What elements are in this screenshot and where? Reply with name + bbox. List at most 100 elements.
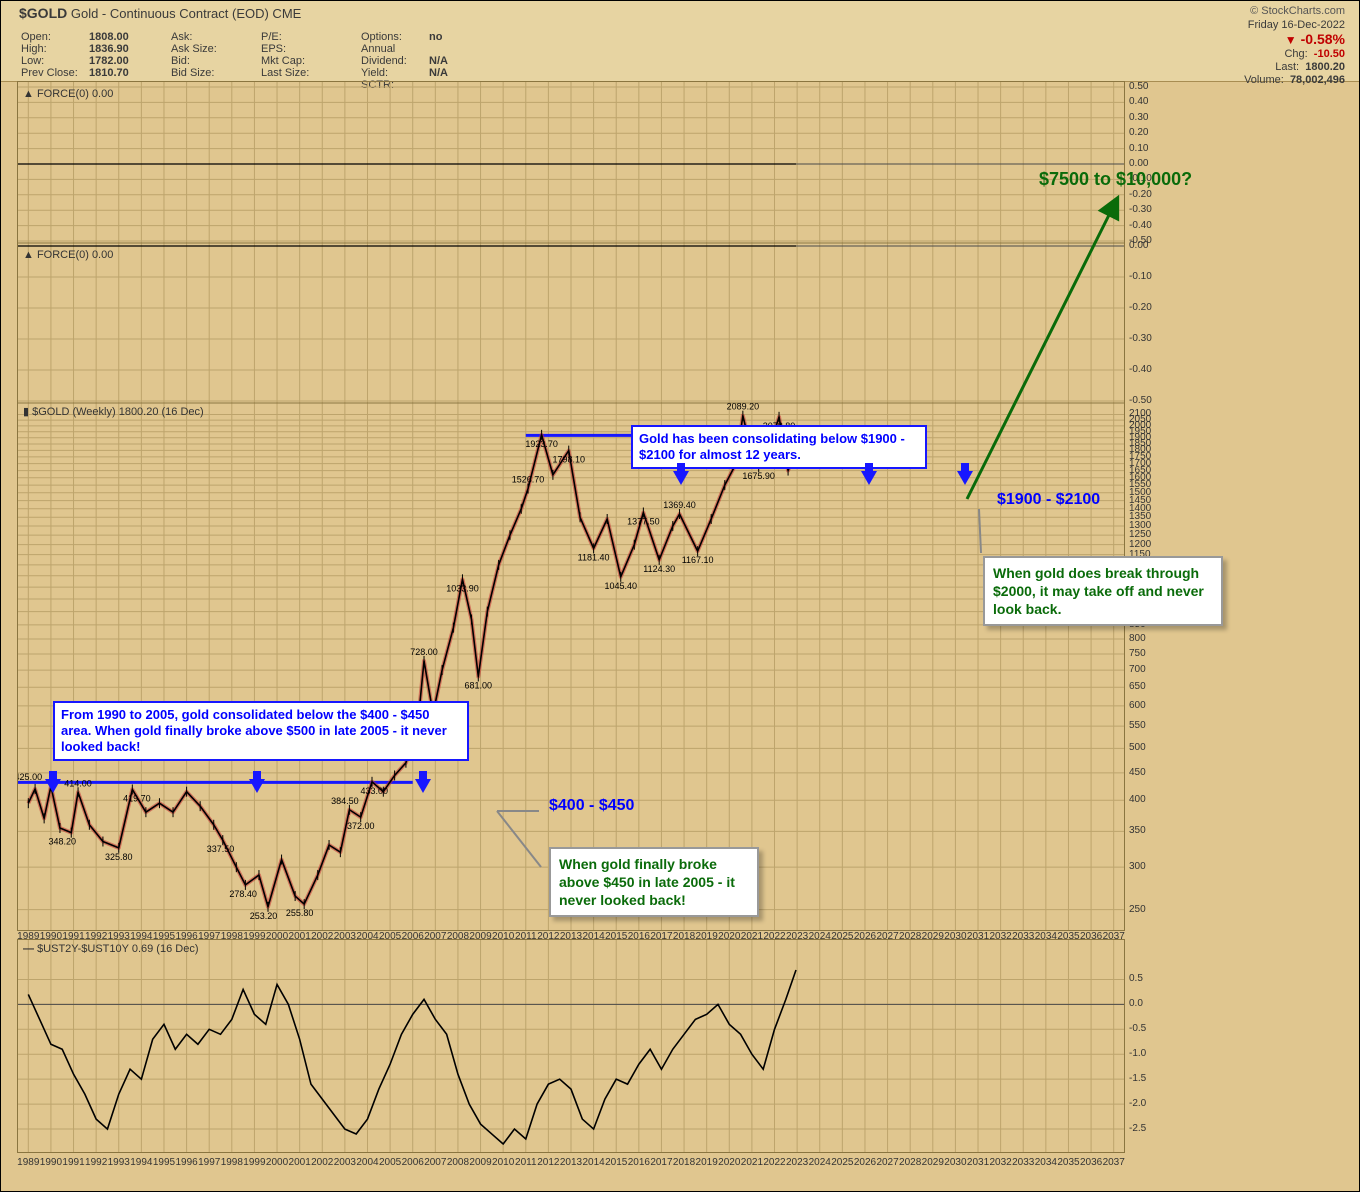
svg-text:325.80: 325.80 — [105, 852, 133, 862]
x-tick: 1995 — [153, 1157, 175, 1168]
x-tick: 2022 — [763, 1157, 785, 1168]
x-tick: 2010 — [492, 1157, 514, 1168]
x-tick: 2026 — [854, 1157, 876, 1168]
y-tick: 0.10 — [1129, 143, 1148, 154]
svg-text:384.50: 384.50 — [331, 796, 359, 806]
x-tick: 2016 — [628, 1157, 650, 1168]
svg-text:253.20: 253.20 — [250, 911, 278, 921]
y-tick: -0.50 — [1129, 395, 1152, 406]
date: Friday 16-Dec-2022 — [1248, 19, 1345, 31]
y-tick: -0.40 — [1129, 220, 1152, 231]
spread-svg — [17, 939, 1125, 1153]
header: $GOLD Gold - Continuous Contract (EOD) C… — [1, 1, 1359, 82]
x-tick: 2000 — [266, 1157, 288, 1168]
x-tick: 2007 — [424, 1157, 446, 1168]
x-tick: 1993 — [108, 1157, 130, 1168]
x-tick: 2023 — [786, 1157, 808, 1168]
x-tick: 2017 — [650, 1157, 672, 1168]
y-tick: -1.0 — [1129, 1048, 1146, 1059]
x-tick: 2025 — [831, 1157, 853, 1168]
x-tick: 2015 — [605, 1157, 627, 1168]
y-tick: 600 — [1129, 700, 1146, 711]
y-tick: 0.00 — [1129, 158, 1148, 169]
anno-green-late: When gold does break through $2000, it m… — [983, 556, 1223, 626]
x-tick: 2003 — [334, 1157, 356, 1168]
svg-text:1181.40: 1181.40 — [578, 552, 610, 562]
stat-col-1: Open:1808.00 High:1836.90 Low:1782.00 Pr… — [21, 31, 159, 79]
svg-text:433.00: 433.00 — [361, 786, 389, 796]
x-tick: 1991 — [62, 1157, 84, 1168]
y-tick: -0.30 — [1129, 333, 1152, 344]
y-tick: 0.0 — [1129, 998, 1143, 1009]
arrow-down-icon — [673, 471, 689, 485]
x-tick: 2019 — [696, 1157, 718, 1168]
y-tick: 700 — [1129, 664, 1146, 675]
x-tick: 2033 — [1012, 1157, 1034, 1168]
label-400-450: $400 - $450 — [549, 797, 634, 815]
y-tick: 450 — [1129, 767, 1146, 778]
label-1900-2100: $1900 - $2100 — [997, 491, 1100, 509]
y-tick: 300 — [1129, 861, 1146, 872]
svg-text:1167.10: 1167.10 — [682, 555, 714, 565]
svg-text:681.00: 681.00 — [465, 680, 493, 690]
arrow-down-icon — [249, 779, 265, 793]
x-tick: 2008 — [447, 1157, 469, 1168]
anno-box-1990: From 1990 to 2005, gold consolidated bel… — [53, 701, 469, 761]
x-tick: 2018 — [673, 1157, 695, 1168]
y-tick: 400 — [1129, 794, 1146, 805]
y-tick: -0.20 — [1129, 189, 1152, 200]
x-tick: 2009 — [469, 1157, 491, 1168]
x-tick: 1997 — [198, 1157, 220, 1168]
stat-col-2: Ask: Ask Size: Bid: Bid Size: — [171, 31, 239, 79]
stat-col-3: P/E: EPS: Mkt Cap: Last Size: — [261, 31, 329, 79]
x-tick: 2002 — [311, 1157, 333, 1168]
svg-text:1045.40: 1045.40 — [604, 581, 637, 591]
svg-text:728.00: 728.00 — [410, 647, 438, 657]
arrow-down-icon — [415, 779, 431, 793]
svg-text:1369.40: 1369.40 — [663, 500, 696, 510]
x-tick: 1996 — [175, 1157, 197, 1168]
y-tick: 350 — [1129, 825, 1146, 836]
y-tick: -0.30 — [1129, 204, 1152, 215]
svg-text:▮ $GOLD (Weekly) 1800.20 (16 D: ▮ $GOLD (Weekly) 1800.20 (16 Dec) — [23, 406, 204, 418]
y-tick: 750 — [1129, 648, 1146, 659]
title: $GOLD Gold - Continuous Contract (EOD) C… — [19, 5, 301, 21]
svg-text:1798.10: 1798.10 — [552, 455, 585, 465]
svg-text:348.20: 348.20 — [48, 837, 76, 847]
svg-text:1526.70: 1526.70 — [512, 475, 545, 485]
svg-text:337.50: 337.50 — [207, 844, 235, 854]
y-tick: -0.5 — [1129, 1023, 1146, 1034]
x-tick: 2014 — [582, 1157, 604, 1168]
x-tick: 2021 — [741, 1157, 763, 1168]
y-tick: 500 — [1129, 742, 1146, 753]
svg-text:1923.70: 1923.70 — [525, 439, 558, 449]
y-tick: -0.10 — [1129, 271, 1152, 282]
y-tick: -0.20 — [1129, 302, 1152, 313]
svg-text:1675.90: 1675.90 — [742, 471, 775, 481]
x-tick: 2006 — [402, 1157, 424, 1168]
x-tick: 2011 — [515, 1157, 537, 1168]
ticker: $GOLD — [19, 5, 67, 21]
y-tick: -2.5 — [1129, 1123, 1146, 1134]
x-tick: 2001 — [289, 1157, 311, 1168]
x-tick: 2031 — [967, 1157, 989, 1168]
y-tick: -1.5 — [1129, 1073, 1146, 1084]
x-tick: 1999 — [243, 1157, 265, 1168]
arrow-down-icon — [45, 779, 61, 793]
right-stats: ▼-0.58% Chg: -10.50 Last: 1800.20 Volume… — [1244, 33, 1345, 87]
x-tick: 2030 — [944, 1157, 966, 1168]
y-tick: 0.00 — [1129, 240, 1148, 251]
x-tick: 1990 — [40, 1157, 62, 1168]
y-tick: -0.40 — [1129, 364, 1152, 375]
x-tick: 2035 — [1057, 1157, 1079, 1168]
y-tick: 0.5 — [1129, 973, 1143, 984]
x-tick: 2005 — [379, 1157, 401, 1168]
x-axis-bottom: 1989199019911992199319941995199619971998… — [17, 1157, 1125, 1169]
arrow-down-icon — [957, 471, 973, 485]
svg-text:278.40: 278.40 — [229, 889, 257, 899]
y-tick: 0.50 — [1129, 81, 1148, 92]
x-tick: 2032 — [990, 1157, 1012, 1168]
x-tick: 2004 — [356, 1157, 378, 1168]
x-tick: 2028 — [899, 1157, 921, 1168]
x-tick: 2012 — [537, 1157, 559, 1168]
